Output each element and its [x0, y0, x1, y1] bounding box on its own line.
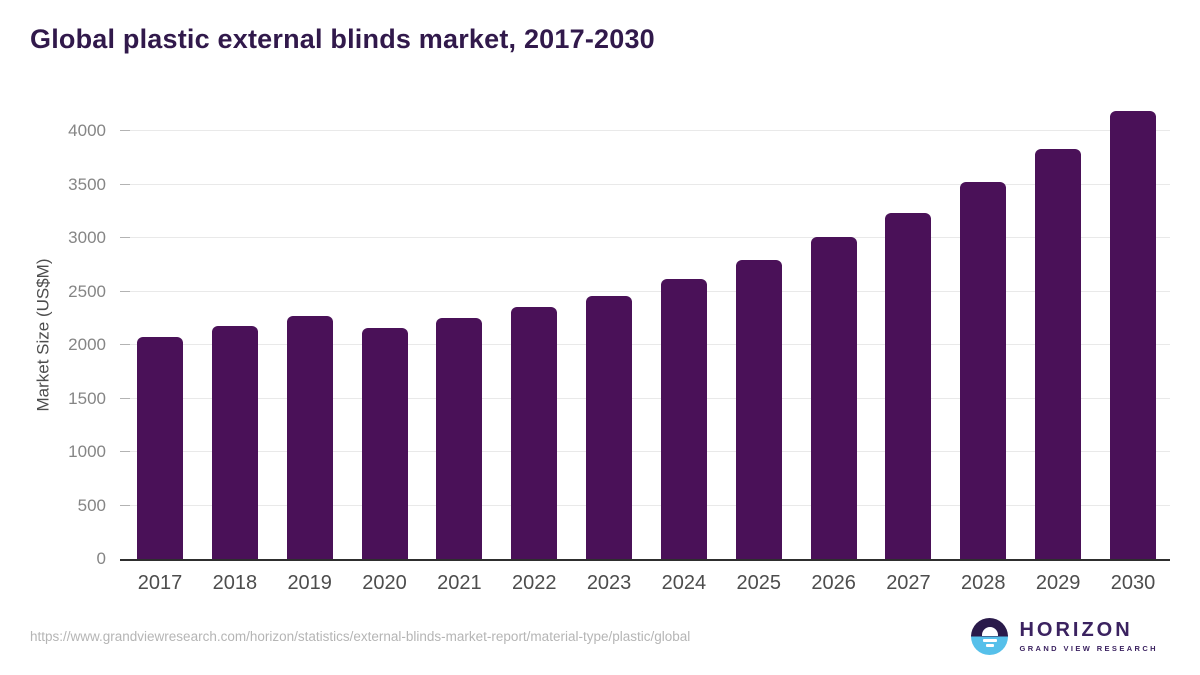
bar-slot-2021: 2021 [436, 110, 483, 594]
gridline-1000 [120, 451, 1170, 453]
bar-2018 [211, 326, 258, 559]
y-tick-mark [120, 451, 130, 453]
y-tick-label-500: 500 [77, 495, 106, 515]
bar-slot-2029: 2029 [1035, 110, 1082, 594]
x-tick-label-2018: 2018 [212, 572, 258, 594]
y-tick-label-0: 0 [96, 549, 106, 568]
y-tick-mark [120, 397, 130, 399]
page-title: Global plastic external blinds market, 2… [30, 24, 655, 54]
y-tick-label-1500: 1500 [68, 388, 106, 408]
bar-2017 [137, 336, 183, 559]
y-tick-mark [120, 290, 130, 292]
y-tick-mark [120, 504, 130, 506]
logo-subtitle: GRAND VIEW RESEARCH [1019, 644, 1158, 653]
x-tick-label-2027: 2027 [886, 572, 931, 594]
bar-slot-2023: 2023 [586, 110, 633, 594]
x-tick-label-2017: 2017 [137, 572, 183, 594]
bar-2021 [436, 318, 483, 559]
bar-slot-2022: 2022 [511, 110, 558, 594]
x-tick-label-2019: 2019 [287, 572, 332, 594]
gridline-4000 [120, 130, 1170, 132]
bar-slot-2019: 2019 [286, 110, 333, 594]
bar-slot-2028: 2028 [960, 110, 1007, 594]
x-tick-label-2028: 2028 [961, 572, 1006, 594]
horizon-logo: HORIZON GRAND VIEW RESEARCH [971, 618, 1158, 655]
y-tick-mark [120, 183, 130, 185]
bar-2024 [660, 278, 707, 559]
logo-name: HORIZON [1019, 619, 1133, 641]
x-tick-label-2022: 2022 [511, 572, 557, 594]
bar-slot-2030: 2030 [1109, 110, 1156, 594]
y-tick-mark [120, 237, 130, 239]
y-tick-label-3000: 3000 [68, 228, 106, 248]
gridline-3500 [120, 183, 1170, 185]
bar-2029 [1035, 148, 1082, 559]
x-tick-label-2030: 2030 [1110, 572, 1156, 594]
bar-2027 [885, 212, 932, 559]
bar-2028 [960, 181, 1007, 559]
bar-slot-2024: 2024 [660, 110, 707, 594]
bar-slot-2027: 2027 [885, 110, 932, 594]
bar-2020 [361, 327, 408, 559]
source-url: https://www.grandviewresearch.com/horizo… [30, 629, 691, 644]
horizon-logo-text: HORIZON GRAND VIEW RESEARCH [1019, 620, 1158, 653]
bar-2022 [511, 307, 558, 559]
y-tick-mark [120, 344, 130, 346]
bar-2030 [1109, 111, 1156, 559]
x-tick-label-2024: 2024 [661, 572, 707, 594]
bar-slot-2026: 2026 [810, 110, 857, 594]
bar-slot-2017: 2017 [137, 110, 183, 594]
gridline-2500 [120, 290, 1170, 292]
bar-2019 [286, 315, 333, 559]
bar-slot-2025: 2025 [735, 110, 782, 594]
x-tick-label-2020: 2020 [362, 572, 407, 594]
gridline-500 [120, 504, 1170, 506]
bar-2026 [810, 236, 857, 559]
bar-slot-2018: 2018 [211, 110, 258, 594]
wave-icon [982, 639, 997, 642]
y-tick-label-2000: 2000 [68, 335, 106, 355]
x-tick-label-2025: 2025 [736, 572, 782, 594]
sun-icon [981, 627, 998, 636]
gridline-3000 [120, 237, 1170, 239]
horizon-logo-icon [971, 618, 1009, 655]
bar-series: 2017 2018 2019 2020 2021 2022 2023 2024 2025 2026… [120, 110, 1170, 594]
gridline-1500 [120, 397, 1170, 399]
y-tick-mark [120, 130, 130, 132]
x-tick-label-2029: 2029 [1035, 572, 1081, 594]
bar-2025 [735, 260, 782, 559]
y-tick-label-3500: 3500 [68, 174, 106, 194]
gridline-2000 [120, 344, 1170, 346]
wave-icon [985, 644, 994, 647]
y-tick-label-4000: 4000 [68, 121, 106, 141]
x-tick-label-2023: 2023 [586, 572, 632, 594]
x-tick-label-2021: 2021 [437, 572, 482, 594]
y-tick-label-1000: 1000 [68, 442, 106, 462]
bar-slot-2020: 2020 [361, 110, 408, 594]
x-tick-label-2026: 2026 [811, 572, 856, 594]
y-tick-label-2500: 2500 [68, 281, 106, 301]
y-axis-tick-labels: 0 500 1000 1500 2000 2500 3000 3500 4000 [0, 110, 106, 568]
bar-2023 [586, 296, 633, 559]
plot-area: 2017 2018 2019 2020 2021 2022 2023 2024 2025 2026… [120, 110, 1170, 594]
